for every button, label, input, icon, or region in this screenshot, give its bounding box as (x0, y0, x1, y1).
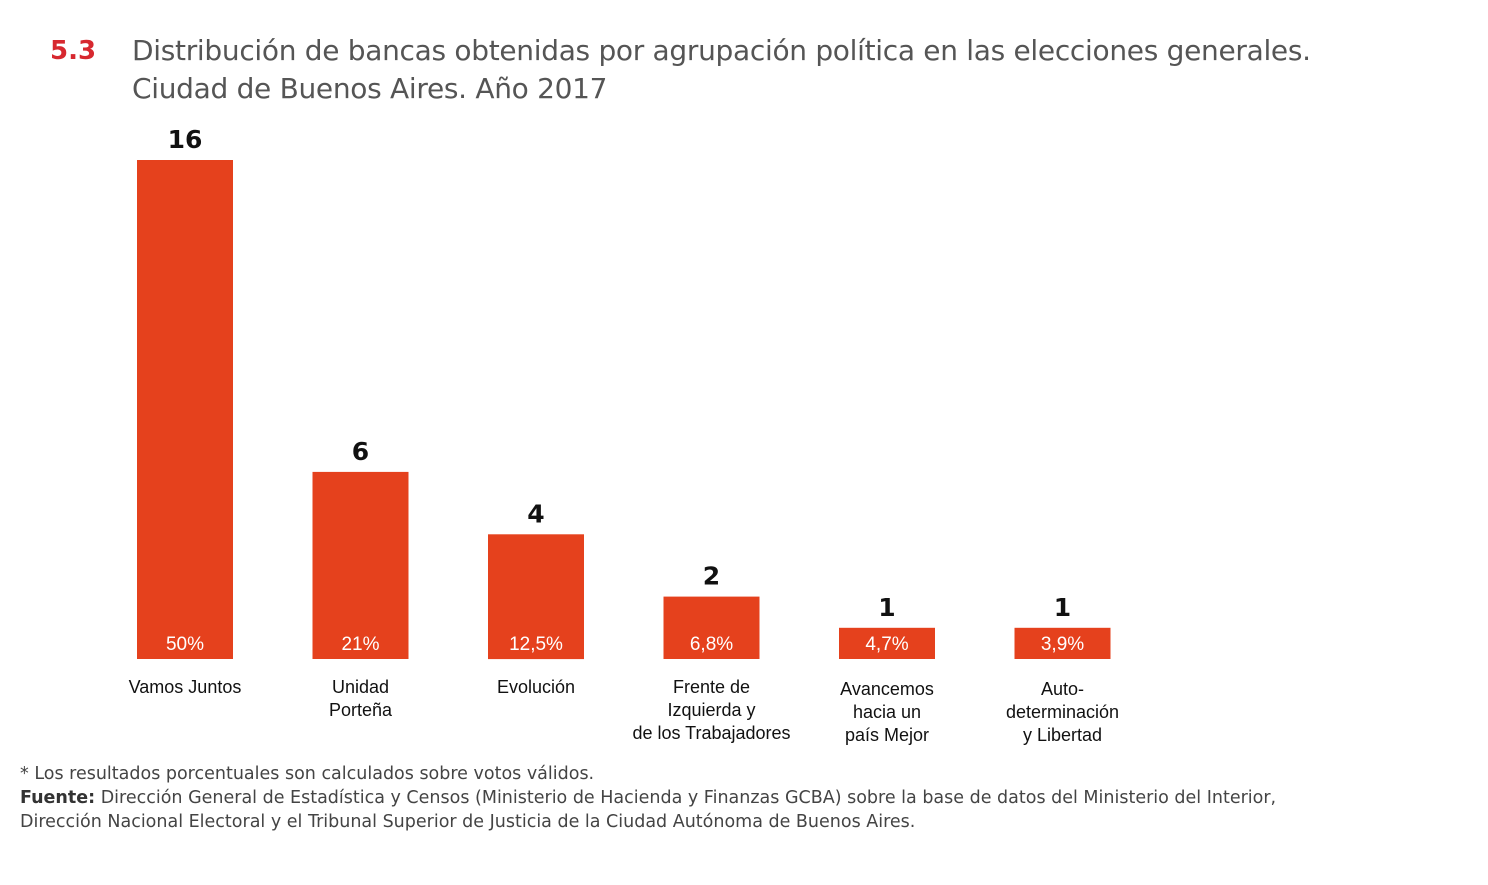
chart-notes: * Los resultados porcentuales son calcul… (20, 762, 1460, 834)
category-label-line: y Libertad (1023, 725, 1102, 745)
source-text-1: Dirección General de Estadística y Censo… (100, 788, 1277, 808)
category-label-line: hacia un (853, 702, 921, 722)
bar-chart: 16 50% Vamos Juntos 6 21% Unidad Porteña 4 12,5%… (129, 125, 1119, 745)
category-label-line: país Mejor (845, 725, 929, 745)
bar-1 (137, 160, 233, 659)
category-label-1: Vamos Juntos (129, 677, 242, 697)
value-label-6: 1 (1054, 593, 1071, 622)
figure-title: Distribución de bancas obtenidas por agr… (132, 32, 1452, 108)
figure-number: 5.3 (50, 36, 97, 66)
percent-label-2: 21% (341, 634, 379, 655)
category-label-line: Porteña (329, 700, 393, 720)
percent-label-6: 3,9% (1041, 634, 1084, 655)
bar-2 (312, 471, 409, 659)
bar-4 (663, 596, 760, 659)
category-label-line: determinación (1006, 702, 1119, 722)
category-label-line: Unidad (332, 677, 389, 697)
value-label-4: 2 (703, 562, 720, 591)
category-label-line: Izquierda y (667, 700, 755, 720)
category-label-line: Frente de (673, 677, 750, 697)
category-label-3: Evolución (497, 677, 575, 697)
category-label-line: Vamos Juntos (129, 677, 242, 697)
category-label-line: Avancemos (840, 679, 934, 699)
percent-label-3: 12,5% (509, 634, 563, 655)
value-label-5: 1 (878, 593, 895, 622)
percent-label-1: 50% (166, 634, 204, 655)
category-label-5: Avancemos hacia un país Mejor (840, 679, 934, 745)
footnote: * Los resultados porcentuales son calcul… (20, 764, 595, 784)
figure-title-line-2: Ciudad de Buenos Aires. Año 2017 (132, 72, 608, 105)
bar-3 (488, 534, 584, 660)
percent-label-4: 6,8% (690, 634, 733, 655)
figure-title-line-1: Distribución de bancas obtenidas por agr… (132, 34, 1311, 67)
value-label-2: 6 (352, 437, 369, 466)
source-label: Fuente: (20, 788, 96, 808)
category-label-line: Auto- (1041, 679, 1084, 699)
category-label-line: Evolución (497, 677, 575, 697)
value-label-1: 16 (168, 125, 203, 154)
source-line-1: Fuente: Dirección General de Estadística… (20, 786, 1460, 810)
bar-5 (839, 627, 935, 659)
source-line-2: Dirección Nacional Electoral y el Tribun… (20, 812, 916, 832)
bar-6 (1014, 627, 1111, 659)
value-label-3: 4 (527, 499, 544, 528)
category-label-4: Frente de Izquierda y de los Trabajadores (632, 677, 790, 743)
category-label-line: de los Trabajadores (632, 723, 790, 743)
percent-label-5: 4,7% (865, 634, 908, 655)
category-label-2: Unidad Porteña (329, 677, 393, 720)
category-label-6: Auto-determinación y Libertad (1006, 679, 1119, 745)
